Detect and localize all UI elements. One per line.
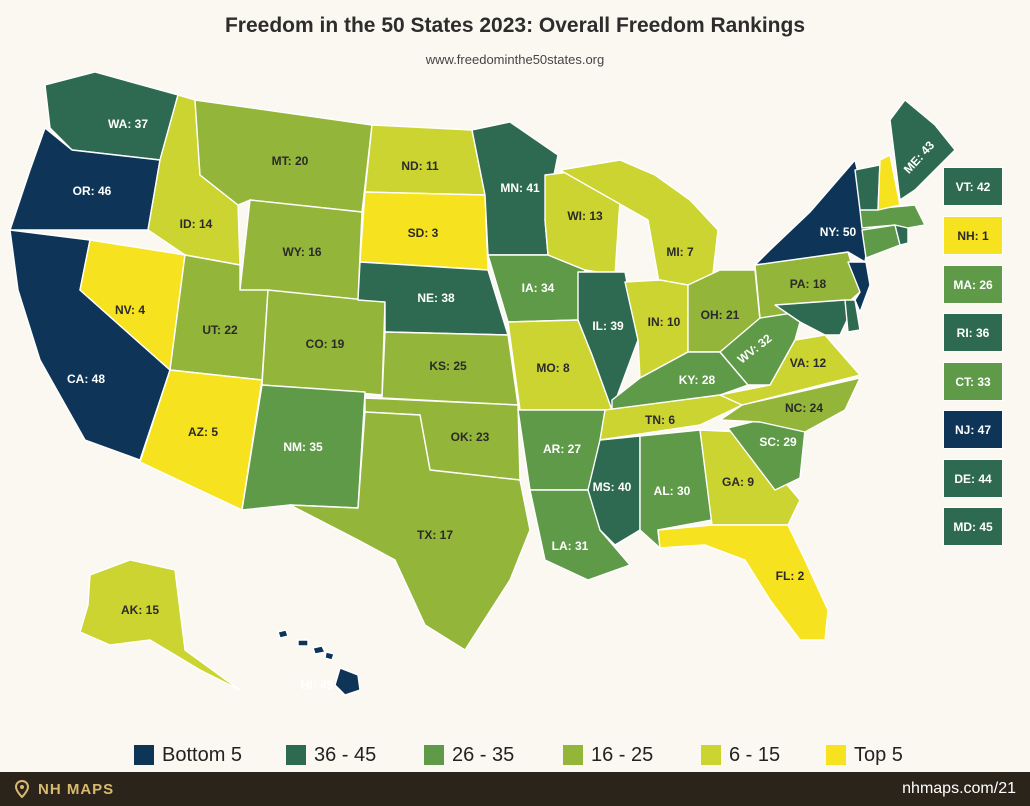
legend-swatch <box>563 745 583 765</box>
callout-ri[interactable]: RI: 36 <box>943 313 1003 352</box>
label-ga: GA: 9 <box>722 475 754 489</box>
label-ca: CA: 48 <box>67 372 105 386</box>
legend-item-6-15: 6 - 15 <box>701 740 780 770</box>
callout-ri-label: RI: 36 <box>956 325 990 340</box>
label-ks: KS: 25 <box>429 359 467 373</box>
footer-bar: NH MAPS nhmaps.com/21 <box>0 772 1030 806</box>
legend-swatch <box>286 745 306 765</box>
callout-nj[interactable]: NJ: 47 <box>943 410 1003 449</box>
label-oh: OH: 21 <box>701 308 740 322</box>
label-nc: NC: 24 <box>785 401 823 415</box>
legend-item-36-45: 36 - 45 <box>286 740 376 770</box>
label-ms: MS: 40 <box>593 480 632 494</box>
label-tx: TX: 17 <box>417 528 453 542</box>
map-pin-icon <box>14 780 30 798</box>
legend-swatch <box>826 745 846 765</box>
callout-vt[interactable]: VT: 42 <box>943 167 1003 206</box>
label-az: AZ: 5 <box>188 425 218 439</box>
label-mi: MI: 7 <box>666 245 694 259</box>
callout-nh[interactable]: NH: 1 <box>943 216 1003 255</box>
callout-de[interactable]: DE: 44 <box>943 459 1003 498</box>
callout-nj-label: NJ: 47 <box>954 422 992 437</box>
state-nj[interactable] <box>847 261 871 313</box>
page-title: Freedom in the 50 States 2023: Overall F… <box>224 14 806 37</box>
callout-ct[interactable]: CT: 33 <box>943 362 1003 401</box>
page-subtitle: www.freedominthe50states.org <box>425 52 605 67</box>
callout-ma[interactable]: MA: 26 <box>943 265 1003 304</box>
state-ny[interactable] <box>754 159 871 266</box>
state-mi[interactable] <box>559 159 719 289</box>
label-mn: MN: 41 <box>500 181 540 195</box>
label-ne: NE: 38 <box>417 291 455 305</box>
label-sc: SC: 29 <box>759 435 797 449</box>
legend: Bottom 5 36 - 45 26 - 35 16 - 25 6 - 15 … <box>0 740 1030 770</box>
label-hi: HI: 49 <box>301 678 334 692</box>
callout-vt-label: VT: 42 <box>955 179 991 194</box>
label-ak: AK: 15 <box>121 603 159 617</box>
label-sd: SD: 3 <box>408 226 439 240</box>
footer-credit: nhmaps.com/21 <box>902 780 1016 797</box>
label-tn: TN: 6 <box>645 413 675 427</box>
callout-de-label: DE: 44 <box>954 471 992 486</box>
label-mt: MT: 20 <box>272 154 309 168</box>
label-il: IL: 39 <box>592 319 624 333</box>
state-de[interactable] <box>844 299 861 333</box>
state-hi[interactable] <box>277 629 361 696</box>
state-nh[interactable] <box>877 154 901 211</box>
label-or: OR: 46 <box>73 184 112 198</box>
label-la: LA: 31 <box>552 539 589 553</box>
label-pa: PA: 18 <box>790 277 827 291</box>
label-va: VA: 12 <box>790 356 827 370</box>
legend-label: 16 - 25 <box>591 743 654 766</box>
legend-item-26-35: 26 - 35 <box>424 740 514 770</box>
state-ak[interactable] <box>79 559 241 691</box>
legend-label: 6 - 15 <box>729 743 781 766</box>
label-nv: NV: 4 <box>115 303 145 317</box>
brand-logo: NH MAPS <box>14 772 114 806</box>
callout-ct-label: CT: 33 <box>955 374 991 389</box>
us-states-map: WA: 37 OR: 46 CA: 48 NV: 4 ID: 14 MT: 20… <box>9 71 956 696</box>
legend-item-bottom-5: Bottom 5 <box>134 740 242 770</box>
state-ct[interactable] <box>861 224 901 259</box>
callout-md-label: MD: 45 <box>953 519 993 534</box>
legend-label: Top 5 <box>854 743 903 766</box>
label-nd: ND: 11 <box>401 159 439 173</box>
label-wi: WI: 13 <box>567 209 603 223</box>
callout-md[interactable]: MD: 45 <box>943 507 1003 546</box>
state-tx[interactable] <box>289 411 531 651</box>
label-in: IN: 10 <box>648 315 681 329</box>
label-fl: FL: 2 <box>776 569 805 583</box>
legend-label: Bottom 5 <box>162 743 243 766</box>
legend-swatch <box>701 745 721 765</box>
label-ok: OK: 23 <box>451 430 490 444</box>
label-ut: UT: 22 <box>202 323 238 337</box>
label-ny: NY: 50 <box>820 225 857 239</box>
label-wa: WA: 37 <box>108 117 148 131</box>
label-mo: MO: 8 <box>536 361 570 375</box>
label-al: AL: 30 <box>654 484 691 498</box>
state-fl[interactable] <box>657 524 829 641</box>
legend-label: 26 - 35 <box>452 743 515 766</box>
label-ar: AR: 27 <box>543 442 581 456</box>
label-id: ID: 14 <box>180 217 213 231</box>
state-ma[interactable] <box>859 204 926 229</box>
callout-nh-label: NH: 1 <box>957 228 989 243</box>
legend-item-top-5: Top 5 <box>826 740 903 770</box>
legend-swatch <box>424 745 444 765</box>
label-co: CO: 19 <box>306 337 345 351</box>
label-nm: NM: 35 <box>283 440 323 454</box>
callout-ma-label: MA: 26 <box>953 277 993 292</box>
legend-swatch <box>134 745 154 765</box>
label-ia: IA: 34 <box>522 281 555 295</box>
legend-item-16-25: 16 - 25 <box>563 740 653 770</box>
legend-label: 36 - 45 <box>314 743 377 766</box>
label-wy: WY: 16 <box>282 245 321 259</box>
state-vt[interactable] <box>854 164 881 211</box>
state-me[interactable] <box>889 99 956 201</box>
brand-name: NH MAPS <box>38 780 115 798</box>
label-ky: KY: 28 <box>679 373 716 387</box>
